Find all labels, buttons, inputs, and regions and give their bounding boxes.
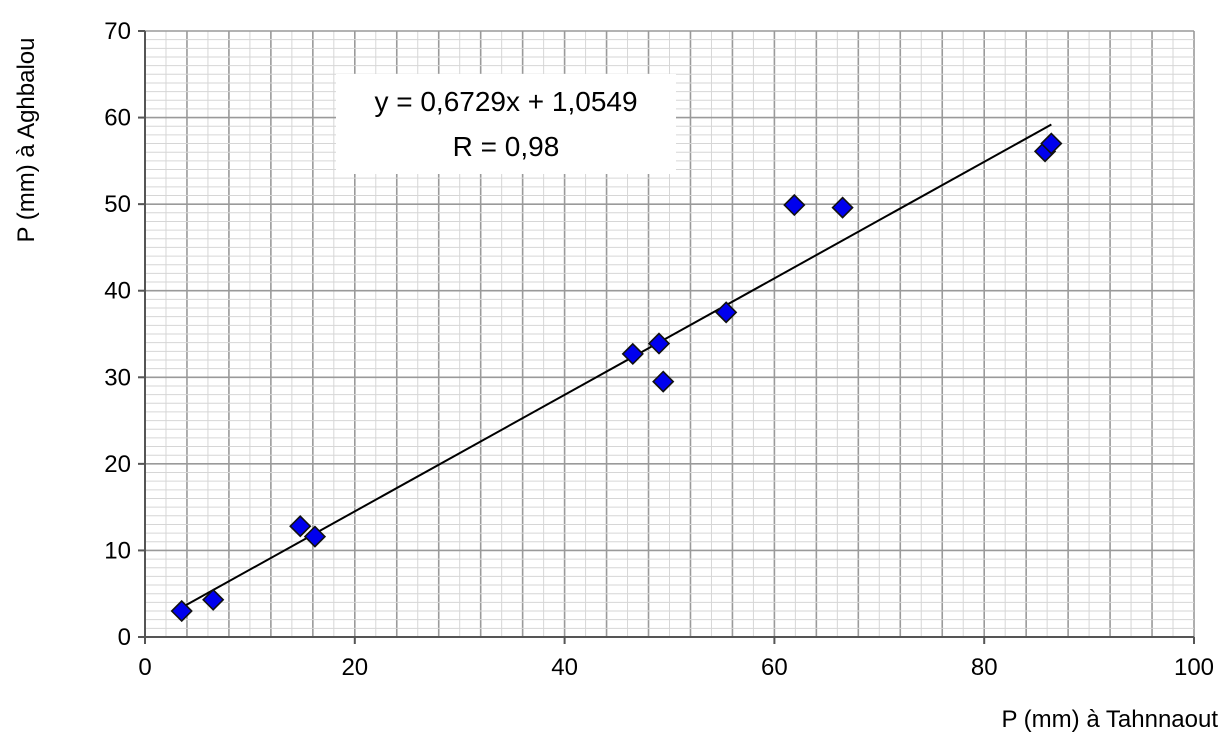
y-tick-label: 40 <box>104 278 131 305</box>
equation-box: y = 0,6729x + 1,0549 R = 0,98 <box>336 74 676 174</box>
trendline-equation: y = 0,6729x + 1,0549 <box>374 86 637 117</box>
data-point <box>170 599 193 623</box>
data-point <box>202 588 225 611</box>
data-point <box>621 342 644 366</box>
x-axis-title: P (mm) à Tahnnaout <box>1001 706 1218 733</box>
y-tick-label: 0 <box>118 624 131 651</box>
data-point <box>1040 132 1063 155</box>
data-point <box>715 301 738 324</box>
y-tick-label: 30 <box>104 364 131 391</box>
equation-box-background <box>336 74 676 174</box>
data-point <box>303 525 327 548</box>
correlation-value: R = 0,98 <box>453 131 560 162</box>
x-tick-label: 60 <box>761 654 788 681</box>
trendline <box>181 123 1052 609</box>
x-tick-label: 100 <box>1174 654 1214 681</box>
y-tick-label: 70 <box>104 18 131 45</box>
data-point <box>647 332 671 355</box>
data-point <box>831 196 854 219</box>
data-point <box>783 193 806 217</box>
data-point <box>652 370 675 393</box>
x-tick-label: 20 <box>341 654 368 681</box>
axes <box>144 31 1194 638</box>
data-point <box>289 515 312 538</box>
y-tick-labels: 0 10 20 30 40 50 60 70 <box>104 18 145 651</box>
y-tick-label: 10 <box>104 537 131 564</box>
y-axis-title: P (mm) à Aghbalou <box>13 38 40 243</box>
y-tick-label: 50 <box>104 191 131 218</box>
trendline-layer <box>181 123 1052 609</box>
x-tick-label: 80 <box>971 654 998 681</box>
x-tick-label: 40 <box>551 654 578 681</box>
y-tick-label: 20 <box>104 451 131 478</box>
data-points <box>170 132 1063 623</box>
x-tick-label: 0 <box>138 654 151 681</box>
x-tick-labels: 0 20 40 60 80 100 <box>138 637 1214 681</box>
y-tick-label: 60 <box>104 105 131 132</box>
